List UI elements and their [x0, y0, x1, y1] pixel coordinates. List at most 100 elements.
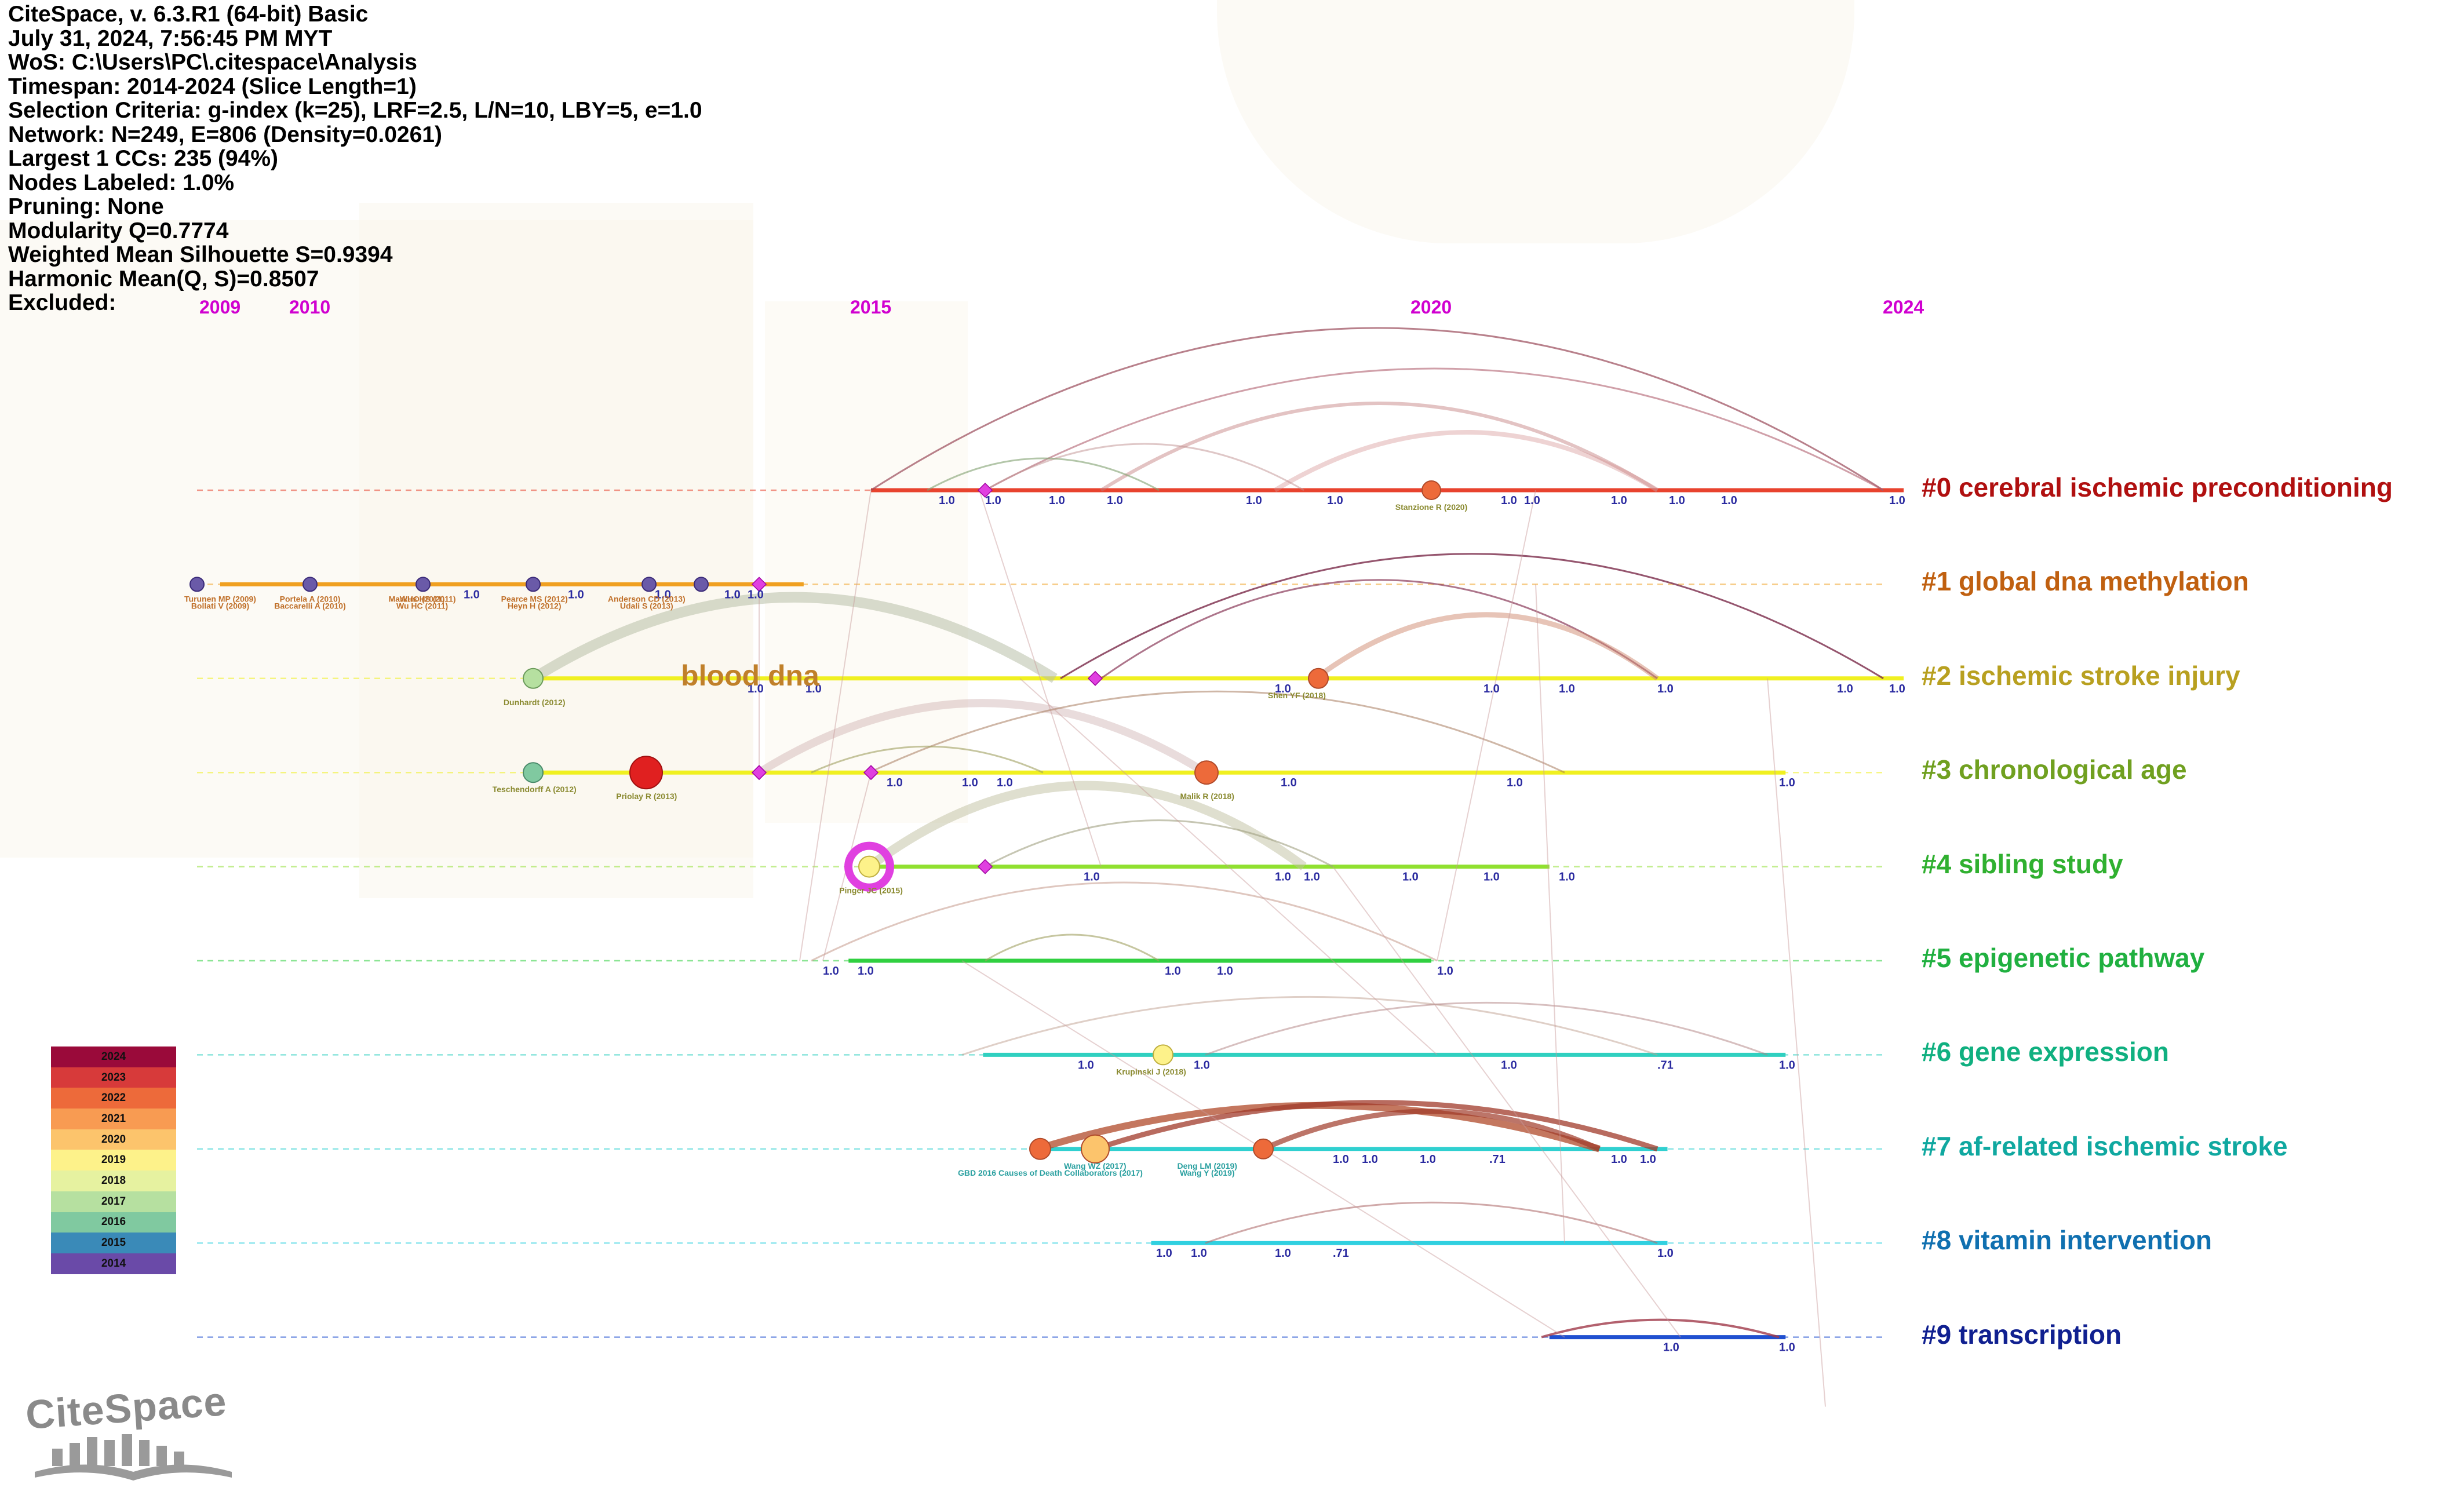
edge-weight-label: 1.0	[1779, 1341, 1795, 1354]
edge-weight-label: 1.0	[1779, 1059, 1795, 1071]
sigma-diamond	[1087, 670, 1103, 686]
edge-weight-label: 1.0	[1779, 776, 1795, 789]
edge-weight-label: 1.0	[939, 494, 955, 507]
cluster-label[interactable]: #0 cerebral ischemic preconditioning	[1922, 472, 2393, 502]
edge-weight-label: 1.0	[1483, 871, 1500, 884]
node-label: Bollati V (2009)	[191, 601, 249, 610]
edge-weight-label: 1.0	[1327, 494, 1343, 507]
edge-weight-label: 1.0	[1275, 871, 1291, 884]
edge-weight-label: 1.0	[962, 776, 978, 789]
info-line: WoS: C:\Users\PC\.citespace\Analysis	[8, 50, 417, 75]
legend-year-swatch: 2016	[51, 1212, 176, 1233]
citation-node	[1081, 1134, 1110, 1164]
edge-weight-label: 1.0	[1191, 1247, 1207, 1260]
inter-cluster-link	[1767, 678, 1826, 1407]
cluster-label[interactable]: #7 af-related ischemic stroke	[1922, 1131, 2288, 1161]
edge-weight-label: 1.0	[858, 965, 874, 978]
edge-weight-label: 1.0	[1640, 1153, 1656, 1166]
node-label: Wu HC (2011)	[396, 601, 448, 610]
inter-cluster-link	[1332, 866, 1681, 1338]
node-label: Turunen MP (2009)	[184, 594, 256, 603]
legend-year-swatch: 2021	[51, 1109, 176, 1129]
edge-weight-label: 1.0	[1049, 494, 1065, 507]
citation-arc	[811, 881, 1438, 962]
sigma-diamond	[751, 577, 767, 592]
info-line: CiteSpace, v. 6.3.R1 (64-bit) Basic	[8, 2, 369, 27]
node-label: GBD 2016 Causes of Death Collaborators (…	[958, 1168, 1143, 1177]
edge-weight-label: 1.0	[1107, 494, 1123, 507]
node-label: Dunhardt (2012)	[504, 698, 566, 707]
legend-year-swatch: 2019	[51, 1150, 176, 1171]
node-label: Portela A (2010)	[280, 594, 341, 603]
edge-weight-label: 1.0	[1524, 494, 1540, 507]
citation-node	[523, 668, 544, 689]
info-line: Largest 1 CCs: 235 (94%)	[8, 146, 279, 171]
edge-weight-label: 1.0	[1559, 683, 1575, 695]
info-line: Weighted Mean Silhouette S=0.9394	[8, 242, 393, 267]
citation-node	[694, 577, 709, 592]
cluster-label[interactable]: #2 ischemic stroke injury	[1922, 660, 2240, 691]
node-label: Priolay R (2013)	[616, 792, 677, 801]
citation-arc	[870, 327, 1884, 491]
legend-year-swatch: 2020	[51, 1129, 176, 1150]
edge-weight-label: 1.0	[1611, 1153, 1627, 1166]
citation-arc	[530, 592, 1058, 683]
citespace-logo: CiteSpace	[23, 1379, 243, 1489]
edge-weight-label: 1.0	[1165, 965, 1181, 978]
cluster-label[interactable]: #5 epigenetic pathway	[1922, 943, 2205, 973]
info-line: Selection Criteria: g-index (k=25), LRF=…	[8, 98, 702, 123]
citation-arc	[1262, 1109, 1601, 1151]
burst-ring	[844, 841, 894, 892]
edge-weight-label: 1.0	[1217, 965, 1233, 978]
info-line: Excluded:	[8, 290, 116, 315]
edge-weight-label: 1.0	[1275, 683, 1291, 695]
node-label: Baccarelli A (2010)	[274, 601, 345, 610]
citation-arc	[1314, 612, 1659, 681]
sigma-diamond	[751, 765, 767, 781]
sigma-diamond	[977, 859, 993, 874]
node-label: Wang Y (2019)	[1180, 1168, 1235, 1177]
citation-node	[641, 577, 657, 592]
edge-weight-label: 1.0	[823, 965, 839, 978]
citation-node	[1029, 1137, 1051, 1160]
info-line: Harmonic Mean(Q, S)=0.8507	[8, 266, 319, 291]
network-summary-panel: CiteSpace, v. 6.3.R1 (64-bit) Basic July …	[8, 2, 702, 315]
legend-year-swatch: 2022	[51, 1088, 176, 1109]
edge-weight-label: 1.0	[887, 776, 903, 789]
citation-arc	[985, 934, 1160, 962]
node-label: Anderson CD (2013)	[608, 594, 686, 603]
edge-weight-label: 1.0	[1611, 494, 1627, 507]
info-line: Nodes Labeled: 1.0%	[8, 170, 235, 195]
citation-arc	[1273, 430, 1659, 493]
legend-year-swatch: 2024	[51, 1046, 176, 1067]
cluster-label[interactable]: #4 sibling study	[1922, 848, 2123, 879]
info-line: Network: N=249, E=806 (Density=0.0261)	[8, 122, 442, 147]
edge-weight-label: 1.0	[1194, 1059, 1210, 1071]
citation-arc	[866, 781, 1307, 871]
citation-arc	[961, 996, 1658, 1056]
info-line: July 31, 2024, 7:56:45 PM MYT	[8, 25, 333, 51]
edge-weight-label: 1.0	[1657, 1247, 1674, 1260]
edge-weight-label: 1.0	[1559, 871, 1575, 884]
edge-weight-label: 1.0	[997, 776, 1013, 789]
legend-year-swatch: 2023	[51, 1067, 176, 1088]
edge-weight-label: 1.0	[1078, 1059, 1094, 1071]
cluster-label[interactable]: #6 gene expression	[1922, 1037, 2169, 1067]
citation-node	[858, 855, 880, 878]
node-label: WHO (2011)	[400, 594, 445, 603]
sigma-diamond	[977, 482, 993, 498]
edge-weight-label: 1.0	[1246, 494, 1262, 507]
info-line: Timespan: 2014-2024 (Slice Length=1)	[8, 74, 417, 99]
node-label: Heyn H (2012)	[508, 601, 562, 610]
cluster-label[interactable]: #3 chronological age	[1922, 754, 2187, 785]
cluster-label[interactable]: #8 vitamin intervention	[1922, 1225, 2213, 1256]
edge-weight-label: 1.0	[1333, 1153, 1349, 1166]
edge-weight-label: 1.0	[464, 588, 480, 601]
cluster-label[interactable]: #1 global dna methylation	[1922, 566, 2249, 597]
edge-weight-label: 1.0	[1507, 776, 1523, 789]
citation-node	[1253, 1138, 1274, 1159]
cluster-label[interactable]: #9 transcription	[1922, 1319, 2122, 1350]
edge-weight-label: 1.0	[1402, 871, 1419, 884]
